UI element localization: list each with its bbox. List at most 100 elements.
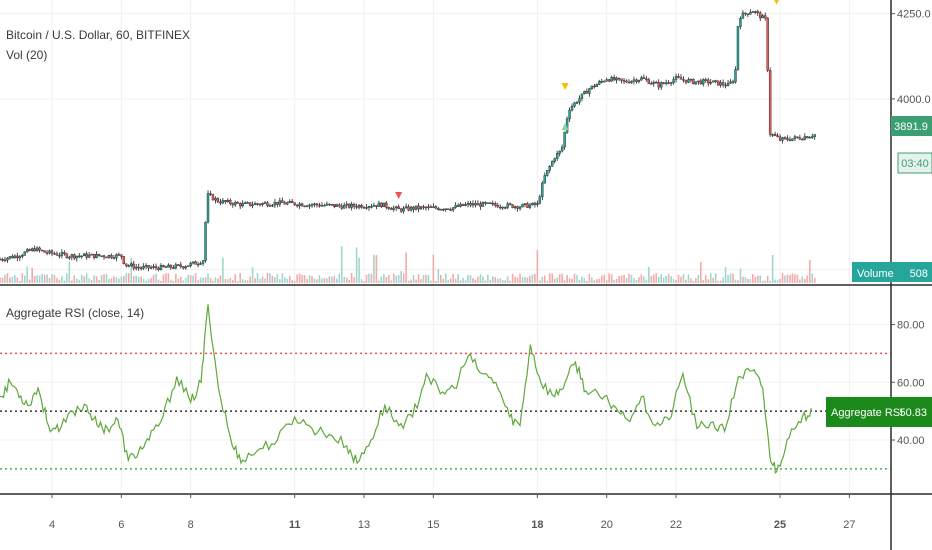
volume-bar [370, 273, 373, 283]
candle-body [692, 78, 695, 85]
candle-body [360, 205, 363, 208]
volume-bar [605, 280, 608, 283]
candle-body [147, 265, 150, 269]
candle-body [650, 83, 653, 85]
candle-body [149, 267, 153, 269]
volume-bar [179, 276, 182, 283]
volume-bar [348, 280, 350, 283]
candle-body [501, 206, 504, 209]
volume-bar [487, 274, 489, 283]
volume-bar [88, 278, 90, 283]
volume-bar [724, 267, 727, 283]
volume-bar [596, 279, 598, 283]
candle-body [315, 203, 319, 206]
volume-bar [234, 274, 237, 283]
candle-body [491, 203, 494, 205]
volume-bar [677, 274, 680, 283]
candle-body [63, 252, 66, 255]
candle-body [144, 265, 148, 267]
candle-body [437, 207, 440, 210]
volume-bar [786, 274, 789, 283]
volume-bar [405, 252, 407, 283]
volume-bar [548, 273, 551, 283]
volume-bar [41, 273, 43, 283]
volume-bar [110, 278, 113, 283]
candle-body [687, 79, 690, 83]
volume-bar [98, 279, 100, 283]
candle-body [553, 158, 556, 162]
volume-bar [690, 278, 692, 283]
candle-body [90, 253, 93, 256]
candle-body [580, 93, 584, 99]
candle-body [224, 200, 227, 202]
volume-bar [467, 274, 469, 283]
candle-body [162, 265, 165, 267]
candle-body [674, 76, 678, 80]
candle-body [615, 77, 618, 81]
candle-body [642, 77, 646, 79]
volume-bar [704, 275, 707, 283]
candle-body [345, 203, 348, 206]
candle-body [451, 207, 455, 211]
volume-bar [544, 275, 546, 283]
volume-bar [279, 279, 281, 283]
volume-bar [650, 275, 653, 283]
volume-bar [28, 279, 31, 283]
volume-bar [608, 273, 610, 283]
candle-body [560, 146, 564, 152]
volume-bar [6, 273, 9, 283]
candle-body [721, 82, 725, 86]
volume-bar [697, 274, 700, 283]
candle-body [365, 207, 368, 209]
candle-body [18, 256, 22, 259]
volume-bar [774, 279, 776, 283]
candle-body [266, 202, 269, 206]
volume-bar [36, 275, 38, 283]
candle-body [635, 79, 638, 82]
volume-bar [618, 276, 620, 283]
x-tick-label: 22 [670, 519, 682, 531]
candle-body [45, 252, 49, 254]
candle-body [137, 266, 140, 269]
candle-body [271, 204, 274, 207]
candle-body [154, 266, 158, 269]
volume-bar [313, 278, 316, 283]
volume-bar [120, 276, 123, 283]
volume-bar [172, 280, 175, 283]
volume-bar [501, 279, 504, 283]
candle-body [169, 264, 173, 268]
volume-bar [598, 278, 601, 283]
volume-bar [182, 280, 185, 283]
candle-body [803, 136, 807, 140]
rsi-line-group [0, 304, 812, 474]
candle-body [107, 254, 111, 258]
candle-body [82, 253, 86, 257]
volume-bar [402, 273, 405, 283]
volume-bar [363, 280, 365, 283]
candle-body [449, 209, 452, 211]
volume-tag-label: Volume [857, 268, 894, 280]
volume-bar [68, 261, 71, 283]
volume-tag-value: 508 [910, 268, 928, 280]
volume-bar [707, 279, 710, 283]
candle-body [16, 255, 19, 259]
volume-bar [469, 275, 472, 283]
volume-bar [365, 274, 368, 283]
volume-bar [326, 278, 328, 283]
volume-bar [90, 280, 93, 283]
volume-bar [236, 280, 239, 283]
volume-bar [358, 257, 360, 283]
volume-bar [539, 280, 541, 283]
volume-bar [212, 280, 214, 283]
candle-body [75, 255, 78, 259]
candle-body [243, 202, 247, 204]
volume-bar [259, 279, 261, 283]
candle-body [174, 264, 178, 269]
volume-bar [264, 278, 266, 283]
volume-bar [526, 277, 529, 283]
candle-body [444, 208, 447, 210]
candle-body [330, 204, 334, 206]
volume-bar [266, 273, 269, 283]
candle-body [298, 203, 301, 207]
candle-body [3, 259, 7, 262]
